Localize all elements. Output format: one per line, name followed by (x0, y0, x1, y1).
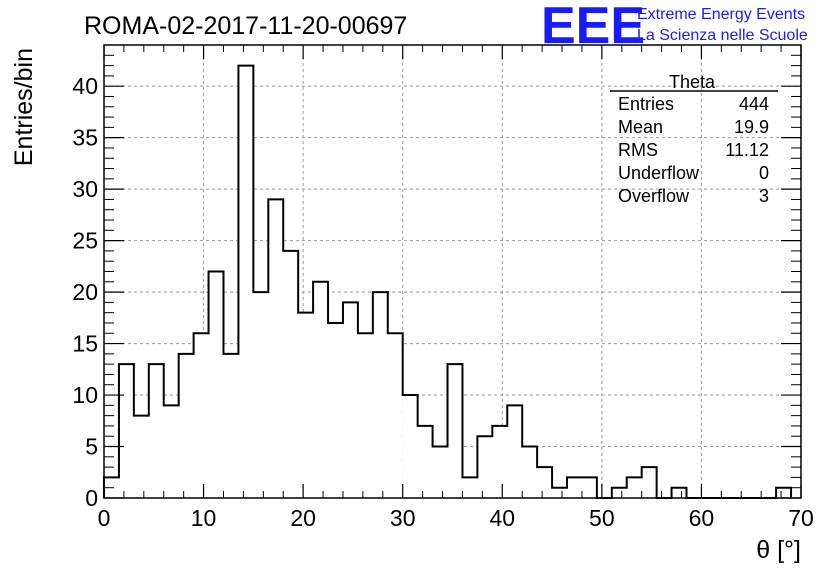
histogram-bin (328, 322, 343, 498)
x-tick-label: 30 (390, 505, 416, 531)
histogram-bin (417, 425, 433, 498)
histogram-bin (552, 487, 568, 498)
y-tick-label: 40 (72, 73, 98, 99)
y-tick-label: 35 (72, 125, 98, 151)
histogram-bin (402, 395, 418, 498)
histogram-bin (626, 477, 642, 498)
stats-label: Overflow (618, 186, 690, 206)
histogram-bars (103, 64, 793, 499)
stats-label: Mean (618, 117, 663, 137)
x-tick-label: 70 (788, 505, 814, 531)
stats-label: Underflow (618, 163, 700, 183)
axis-ticks (103, 45, 802, 499)
histogram-bin (432, 446, 448, 498)
histogram-bin (223, 353, 239, 498)
histogram-bin (313, 281, 329, 498)
histogram-bin (462, 477, 478, 498)
histogram-bin (342, 302, 358, 498)
histogram-bin (193, 333, 209, 498)
eee-logo: EEE Extreme Energy Events La Scienza nel… (541, 0, 808, 55)
logo-letters: EEE (541, 0, 645, 55)
histogram-outline (103, 64, 793, 499)
stats-value: 3 (759, 186, 769, 206)
y-tick-label: 25 (72, 228, 98, 254)
histogram-bin (387, 333, 403, 498)
histogram-bin (611, 487, 627, 498)
histogram-bin (253, 292, 269, 498)
histogram-bin (148, 364, 164, 498)
x-tick-label: 10 (191, 505, 217, 531)
stats-value: 0 (759, 163, 769, 183)
histogram-bin (268, 199, 284, 498)
stats-value: 19.9 (734, 117, 769, 137)
histogram-bin (492, 425, 508, 498)
y-tick-label: 15 (72, 331, 98, 357)
y-tick-label: 5 (85, 434, 98, 460)
x-tick-label: 20 (290, 505, 316, 531)
histogram-bin (581, 477, 597, 498)
y-tick-labels: 0 5 10 15 20 25 30 35 40 (72, 73, 98, 511)
histogram-bin (298, 312, 314, 498)
x-tick-label: 50 (589, 505, 615, 531)
histogram-bin (567, 477, 582, 498)
histogram-bin (537, 467, 553, 498)
histogram-bin (522, 446, 538, 498)
histogram-bin (507, 405, 523, 498)
histogram-bin (133, 415, 149, 498)
histogram-bin (357, 333, 373, 498)
y-tick-label: 30 (72, 176, 98, 202)
histogram-bin (238, 65, 254, 498)
stats-box: Theta Entries 444 Mean 19.9 RMS 11.12 Underflo… (610, 72, 778, 206)
histogram-bin (283, 250, 299, 498)
histogram-bin (641, 467, 657, 498)
histogram-bin (118, 364, 134, 498)
histogram-bin (447, 364, 463, 498)
histogram-bin (776, 487, 792, 498)
stats-value: 444 (739, 94, 769, 114)
histogram-bin (163, 405, 179, 498)
x-axis-label: θ [°] (756, 536, 801, 564)
x-tick-label: 40 (489, 505, 515, 531)
y-tick-label: 10 (72, 382, 98, 408)
histogram-bin (671, 487, 687, 498)
y-axis-label: Entries/bin (10, 48, 38, 166)
chart-title: ROMA-02-2017-11-20-00697 (84, 12, 407, 40)
x-tick-labels: 0 10 20 30 40 50 60 70 (98, 505, 814, 531)
stats-rows: Entries 444 Mean 19.9 RMS 11.12 Underflow 0 Over… (618, 94, 769, 206)
stats-label: Entries (618, 94, 674, 114)
y-tick-label: 20 (72, 279, 98, 305)
stats-label: RMS (618, 140, 658, 160)
x-tick-label: 0 (98, 505, 111, 531)
histogram-bin (372, 292, 388, 498)
y-tick-label: 0 (85, 485, 98, 511)
logo-line2: La Scienza nelle Scuole (637, 27, 808, 44)
logo-line1: Extreme Energy Events (637, 6, 805, 23)
stats-name: Theta (669, 72, 716, 92)
histogram-bin (477, 436, 493, 498)
x-tick-label: 60 (689, 505, 715, 531)
histogram-bin (208, 271, 224, 498)
histogram-bin (178, 353, 194, 498)
stats-value: 11.12 (725, 140, 769, 160)
